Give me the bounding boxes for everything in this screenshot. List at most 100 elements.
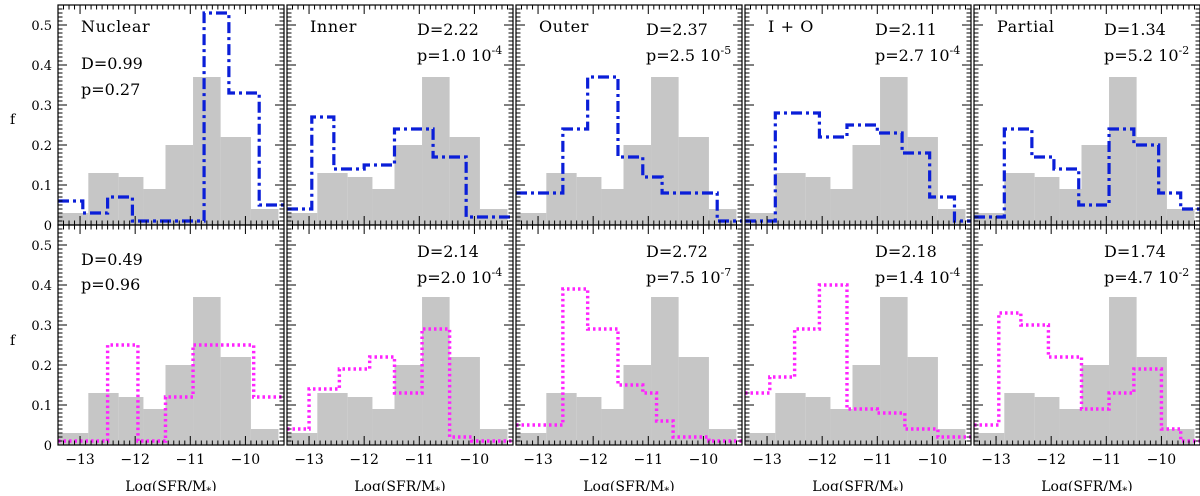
p-value: p=0.96 bbox=[81, 275, 140, 294]
reference-bar bbox=[651, 77, 679, 225]
p-value: p=2.0 10-4 bbox=[417, 266, 502, 287]
ks-statistic-D: D=2.37 bbox=[646, 20, 708, 39]
series-step-dotted bbox=[287, 327, 513, 443]
p-value: p=1.0 10-4 bbox=[417, 44, 502, 65]
x-tick-label: −13 bbox=[523, 452, 553, 468]
p-value: p=2.5 10-5 bbox=[646, 44, 731, 65]
ks-statistic-D: D=2.14 bbox=[417, 242, 479, 261]
y-tick-label: 0.3 bbox=[31, 319, 52, 334]
reference-bar bbox=[805, 177, 831, 225]
reference-bar bbox=[1059, 189, 1082, 225]
y-tick-label: 0.1 bbox=[31, 179, 52, 194]
series-step-dotted bbox=[745, 283, 971, 439]
reference-bar bbox=[347, 177, 373, 225]
x-tick-label: −10 bbox=[231, 452, 261, 468]
x-axis-label: Log(SFR/M*) bbox=[812, 479, 904, 491]
x-tick-label: −13 bbox=[294, 452, 324, 468]
panel-1-3: −13 −12 −11 −10 Log(SFR/M*) D=2.18 p=1.4 10-4 bbox=[744, 224, 972, 496]
reference-bar bbox=[907, 137, 938, 225]
reference-bar bbox=[805, 397, 831, 445]
reference-bar bbox=[937, 429, 966, 445]
reference-bar bbox=[317, 393, 348, 445]
x-tick-label: −10 bbox=[460, 452, 490, 468]
reference-bar bbox=[250, 429, 279, 445]
reference-bar bbox=[287, 213, 318, 225]
ks-statistic-D: D=0.99 bbox=[81, 54, 143, 73]
ks-statistic-D: D=2.11 bbox=[875, 20, 937, 39]
reference-bar bbox=[907, 357, 938, 445]
panel-1-2: −13 −12 −11 −10 Log(SFR/M*) D=2.72 p=7.5 10-7 bbox=[515, 224, 743, 496]
ks-statistic-D: D=2.22 bbox=[417, 20, 479, 39]
x-axis-label: Log(SFR/M*) bbox=[125, 479, 217, 491]
reference-bar bbox=[287, 433, 318, 445]
reference-bar bbox=[449, 357, 480, 445]
reference-bar bbox=[143, 189, 166, 225]
reference-bar bbox=[623, 365, 652, 445]
reference-bar bbox=[745, 213, 776, 225]
x-tick-label: −10 bbox=[918, 452, 948, 468]
series-step-dashdot bbox=[58, 11, 284, 223]
x-tick-label: −11 bbox=[176, 452, 206, 468]
reference-bar bbox=[193, 77, 221, 225]
y-tick-label: 0 bbox=[44, 439, 52, 454]
series-step-dotted bbox=[974, 311, 1200, 443]
reference-bar bbox=[88, 393, 119, 445]
reference-bar bbox=[576, 397, 602, 445]
p-value: p=0.27 bbox=[81, 80, 140, 99]
x-tick-label: −12 bbox=[349, 452, 379, 468]
reference-bar bbox=[775, 173, 806, 225]
p-value: p=4.7 10-2 bbox=[1104, 266, 1189, 287]
panel-0-3: I + O D=2.11 p=2.7 10-4 bbox=[744, 4, 972, 226]
panel-frame bbox=[57, 224, 285, 446]
p-value: p=5.2 10-2 bbox=[1104, 44, 1189, 65]
reference-bar bbox=[1166, 209, 1195, 225]
x-tick-label: −11 bbox=[405, 452, 435, 468]
panel-0-1: Inner D=2.22 p=1.0 10-4 bbox=[286, 4, 514, 226]
reference-bar bbox=[775, 393, 806, 445]
p-value: p=2.7 10-4 bbox=[875, 44, 960, 65]
series-step-dashdot bbox=[745, 111, 971, 223]
series-step-dashdot bbox=[516, 75, 742, 223]
reference-bar bbox=[372, 189, 395, 225]
y-tick-label: 0.5 bbox=[31, 19, 52, 34]
x-tick-label: −12 bbox=[807, 452, 837, 468]
p-value: p=7.5 10-7 bbox=[646, 266, 731, 287]
ks-statistic-D: D=2.72 bbox=[646, 242, 708, 261]
x-tick-label: −10 bbox=[689, 452, 719, 468]
reference-bar bbox=[852, 365, 881, 445]
panel-1-1: −13 −12 −11 −10 Log(SFR/M*) D=2.14 p=2.0 10-4 bbox=[286, 224, 514, 496]
reference-bar bbox=[88, 173, 119, 225]
reference-bar bbox=[118, 177, 144, 225]
panel-0-2: Outer D=2.37 p=2.5 10-5 bbox=[515, 4, 743, 226]
reference-bar bbox=[601, 189, 624, 225]
reference-bar bbox=[1059, 409, 1082, 445]
reference-bar bbox=[143, 409, 166, 445]
panel-name-label: Partial bbox=[997, 17, 1055, 36]
reference-bar bbox=[1081, 365, 1110, 445]
reference-bar bbox=[1081, 145, 1110, 225]
reference-bar bbox=[937, 209, 966, 225]
y-axis-label-top: f bbox=[10, 112, 17, 128]
ks-statistic-D: D=0.49 bbox=[81, 250, 143, 269]
x-tick-label: −10 bbox=[1147, 452, 1177, 468]
reference-bar bbox=[479, 429, 508, 445]
x-tick-label: −11 bbox=[1092, 452, 1122, 468]
reference-bar bbox=[372, 409, 395, 445]
x-tick-label: −13 bbox=[65, 452, 95, 468]
x-tick-label: −12 bbox=[120, 452, 150, 468]
series-step-dashdot bbox=[974, 127, 1200, 219]
panel-frame bbox=[286, 224, 514, 446]
reference-bar bbox=[830, 409, 853, 445]
y-tick-label: 0.2 bbox=[31, 359, 52, 374]
series-step-dotted bbox=[58, 343, 284, 443]
y-tick-label: 0.5 bbox=[31, 239, 52, 254]
reference-bar bbox=[1109, 77, 1137, 225]
reference-bar bbox=[974, 213, 1005, 225]
reference-bar bbox=[546, 173, 577, 225]
reference-bar bbox=[165, 145, 194, 225]
reference-bar bbox=[651, 297, 679, 445]
x-axis-label: Log(SFR/M*) bbox=[354, 479, 446, 491]
panel-name-label: Inner bbox=[310, 17, 357, 36]
